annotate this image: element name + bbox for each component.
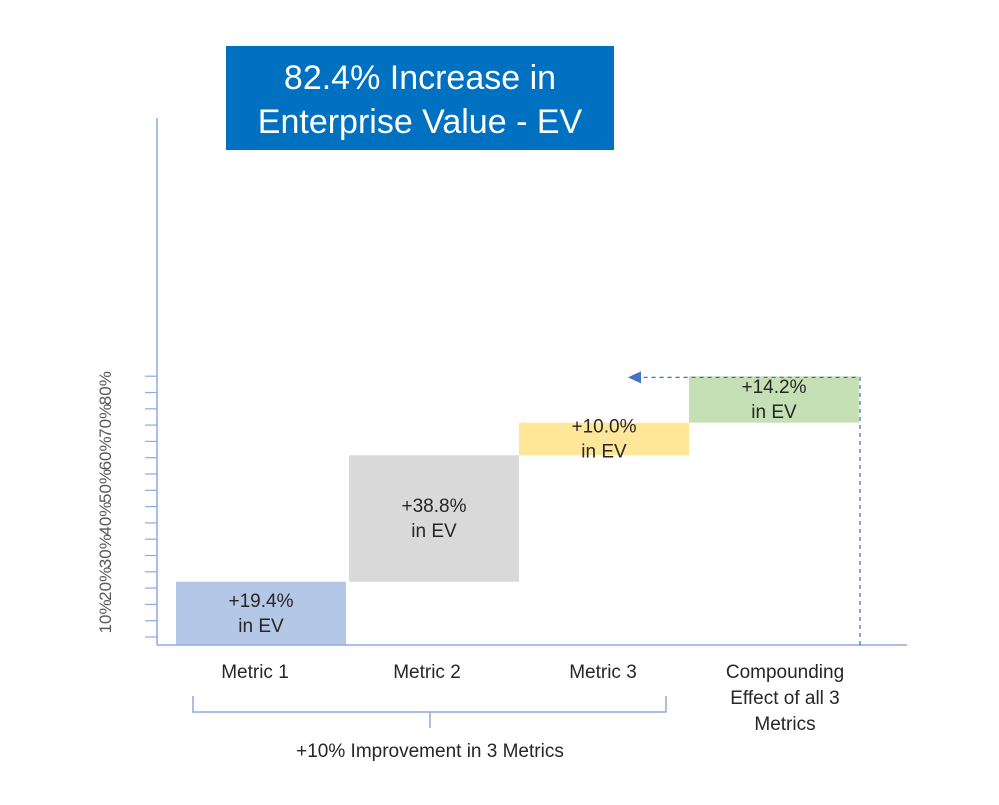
total-arrow-line [640,376,861,645]
x-category-label: Metric 1 [221,662,289,683]
bar-data-label: +14.2% in EV [742,377,807,423]
y-tick-label: 30% [96,534,115,568]
bar-metric-2 [349,455,519,582]
y-tick-label: 10% [96,599,115,633]
bar-metric-3 [519,422,689,456]
y-tick-label: 80% [96,371,115,405]
bracket-label: +10% Improvement in 3 Metrics [296,741,564,762]
bar-data-label: +19.4% in EV [229,591,294,637]
bar-data-label: +38.8% in EV [402,496,467,542]
bar-data-label: +10.0% in EV [572,416,637,462]
bar-metric-1 [176,581,346,645]
title-box [226,46,614,150]
arrowhead-icon [628,371,641,384]
y-tick-label: 40% [96,502,115,536]
metrics-bracket [192,696,667,728]
bar-compounding-effect-of-all-3-metrics [689,376,859,423]
x-category-label: Metric 3 [569,662,637,683]
y-tick-label: 70% [96,404,115,438]
x-category-label: Metric 2 [393,662,461,683]
y-tick-label: 20% [96,567,115,601]
x-category-label: Compounding Effect of all 3 Metrics [726,662,844,735]
y-tick-label: 60% [96,436,115,470]
chart-title: 82.4% Increase in Enterprise Value - EV [258,59,583,141]
y-tick-label: 50% [96,469,115,503]
